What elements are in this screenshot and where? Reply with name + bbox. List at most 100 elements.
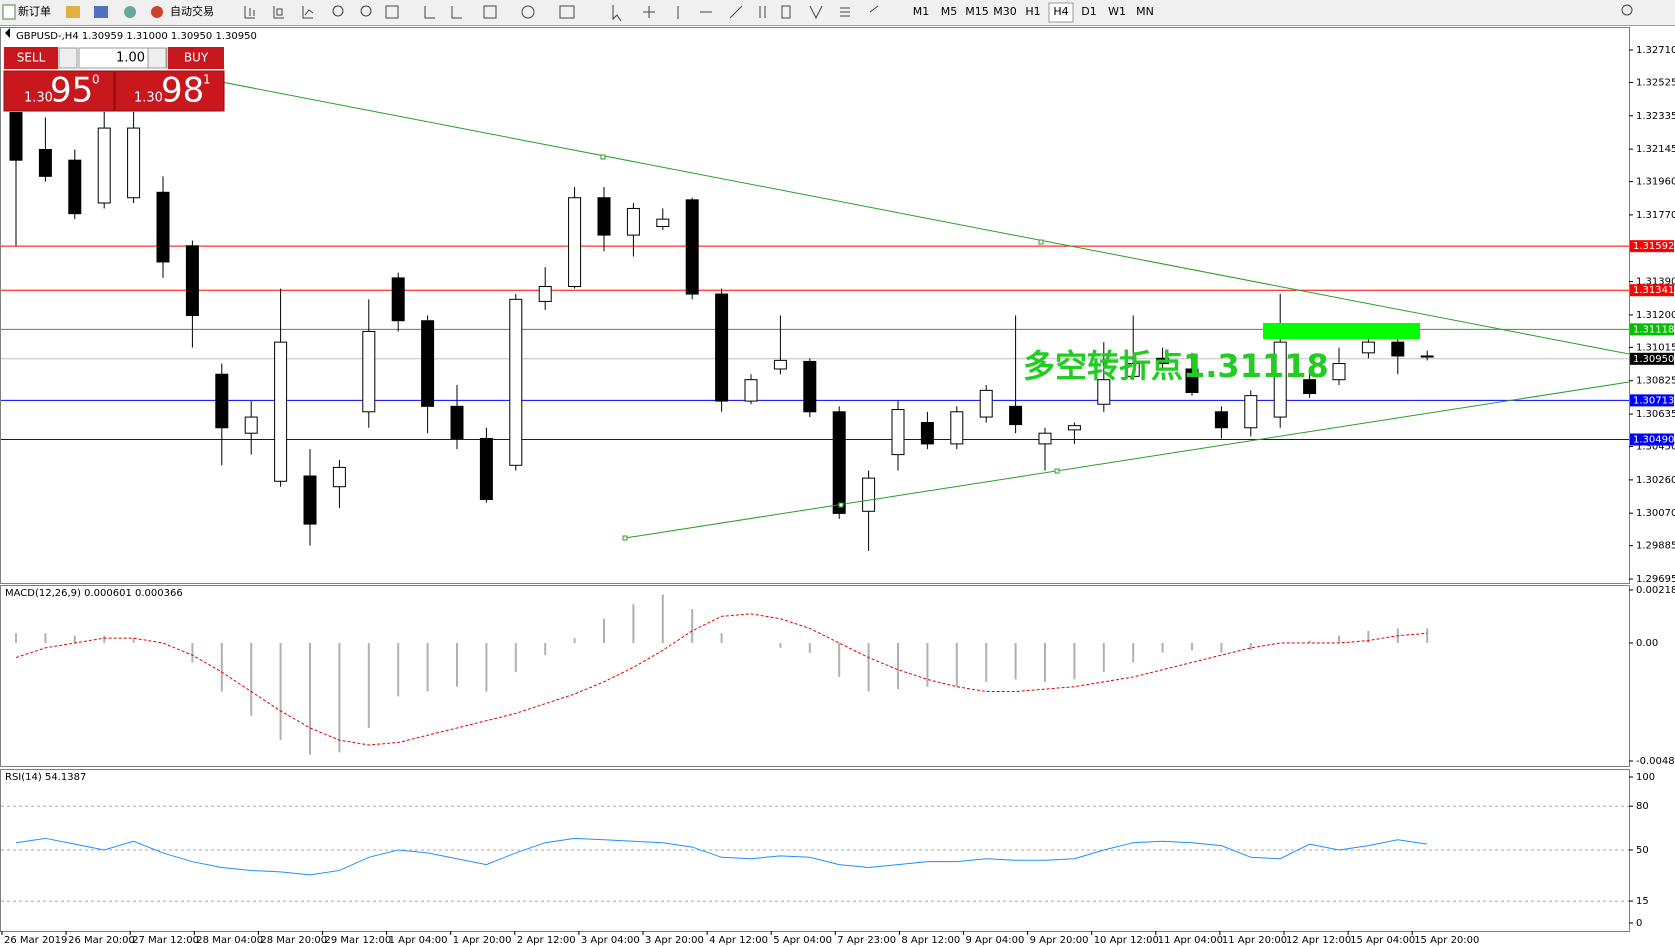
icon[interactable] — [759, 5, 879, 20]
icon — [2, 4, 16, 20]
y-tick-label: -0.004861 — [1636, 756, 1675, 767]
candle-body — [421, 320, 435, 407]
price-level-tag — [1630, 284, 1674, 297]
candle-body — [568, 197, 582, 288]
icon[interactable] — [385, 5, 399, 19]
icon[interactable] — [302, 6, 314, 19]
icon[interactable] — [612, 5, 743, 22]
candle-body — [773, 359, 787, 370]
icon[interactable] — [273, 6, 284, 19]
x-tick-label: 15 Apr 20:00 — [1414, 935, 1479, 946]
candle-body — [1038, 432, 1052, 445]
candle-body — [1244, 395, 1258, 429]
icon[interactable] — [94, 6, 108, 18]
x-tick-label: 4 Apr 12:00 — [709, 935, 768, 946]
lots-input[interactable] — [78, 47, 168, 69]
icon[interactable] — [360, 5, 372, 17]
y-tick-label: 1.32710 — [1636, 45, 1675, 56]
icon[interactable] — [424, 6, 462, 19]
timeframe-button[interactable]: W1 — [1108, 5, 1126, 18]
timeframe-button[interactable]: M30 — [993, 5, 1017, 18]
icon[interactable] — [244, 6, 255, 19]
x-tick-label: 1 Apr 04:00 — [389, 935, 448, 946]
price-level-tag — [1630, 433, 1674, 446]
trendline-down — [169, 71, 1630, 355]
x-tick-label: 26 Mar 2019 — [4, 935, 67, 946]
anchor — [600, 154, 606, 160]
anchor — [838, 502, 844, 508]
candle-body — [832, 411, 846, 514]
x-tick-label: 10 Apr 12:00 — [1094, 935, 1159, 946]
price-level-label: 1.31341 — [1633, 285, 1674, 296]
new-order-button[interactable]: 新订单 — [2, 4, 51, 20]
x-tick-label: 28 Mar 04:00 — [196, 935, 263, 946]
search-icon[interactable] — [1621, 4, 1633, 16]
chart-header: GBPUSD-,H4 1.30959 1.31000 1.30950 1.309… — [16, 31, 257, 42]
sell-button[interactable] — [4, 47, 58, 69]
y-tick-label: 0.002183 — [1636, 585, 1675, 596]
x-tick-label: 9 Apr 20:00 — [1030, 935, 1089, 946]
candle-body — [1156, 357, 1170, 365]
header-arrow — [5, 28, 10, 38]
ask-box[interactable] — [114, 70, 225, 112]
candle-body — [744, 379, 758, 402]
timeframe-bar: M1 M5 M15 M30 H1 H4 D1 W1 MN — [913, 2, 1154, 23]
candle-body — [1420, 355, 1434, 358]
lots-up[interactable] — [147, 47, 167, 69]
y-tick-label: 1.30450 — [1636, 442, 1675, 453]
y-tick-label: 50 — [1636, 845, 1649, 856]
lots-down[interactable] — [58, 47, 78, 69]
candle-body — [9, 111, 23, 161]
x-tick-label: 11 Apr 20:00 — [1222, 935, 1287, 946]
icon[interactable] — [332, 5, 344, 17]
candle-body — [38, 148, 52, 177]
x-tick-label: 15 Apr 04:00 — [1350, 935, 1415, 946]
x-tick-label: 26 Mar 20:00 — [68, 935, 135, 946]
icon[interactable] — [66, 6, 80, 18]
candle-body — [1097, 379, 1111, 405]
y-tick-label: 1.32145 — [1636, 144, 1675, 155]
candle-body — [97, 127, 111, 204]
x-tick-label: 9 Apr 04:00 — [966, 935, 1025, 946]
candle-body — [479, 437, 493, 501]
plot-layer: 1.32710 1.32525 1.32335 1.32145 1.31960 1.317… — [1, 45, 1675, 946]
y-tick-label: 1.32335 — [1636, 111, 1675, 122]
anchor — [622, 535, 628, 541]
candle-body — [891, 409, 905, 456]
candle-body — [1391, 341, 1405, 357]
y-tick-label: 1.29885 — [1636, 541, 1675, 552]
timeframe-button[interactable]: M5 — [941, 5, 958, 18]
anchor — [1038, 239, 1044, 245]
timeframe-button[interactable]: MN — [1136, 5, 1154, 18]
timeframe-button[interactable]: M1 — [913, 5, 930, 18]
x-tick-label: 3 Apr 04:00 — [581, 935, 640, 946]
candle-body — [215, 373, 229, 429]
candle-body — [509, 298, 523, 466]
timeframe-button[interactable]: H4 — [1053, 5, 1068, 18]
y-tick-label: 1.30260 — [1636, 475, 1675, 486]
new-order-label: 新订单 — [18, 4, 51, 18]
timeframe-button[interactable]: D1 — [1081, 5, 1096, 18]
price-level-label: 1.31118 — [1633, 324, 1674, 335]
price-level-tag — [1630, 240, 1674, 253]
timeframe-button[interactable]: M15 — [965, 5, 989, 18]
macd-panel — [0, 585, 1630, 767]
toolbar-icons — [244, 4, 1633, 22]
rsi-label: RSI(14) 54.1387 — [5, 772, 86, 783]
candle-body — [185, 245, 199, 316]
y-tick-label: 1.31390 — [1636, 277, 1675, 288]
x-tick-label: 7 Apr 23:00 — [837, 935, 896, 946]
icon[interactable] — [521, 5, 535, 19]
rsi-panel — [0, 769, 1630, 932]
buy-button[interactable] — [168, 47, 224, 69]
x-tick-label: 1 Apr 20:00 — [453, 935, 512, 946]
main-chart-panel — [0, 27, 1630, 584]
timeframe-button[interactable]: H1 — [1025, 5, 1040, 18]
bid-box[interactable] — [3, 70, 115, 112]
icon[interactable] — [483, 5, 497, 19]
icon[interactable] — [559, 5, 575, 19]
auto-trading-button[interactable]: 自动交易 — [151, 4, 214, 18]
icon[interactable] — [124, 6, 136, 18]
